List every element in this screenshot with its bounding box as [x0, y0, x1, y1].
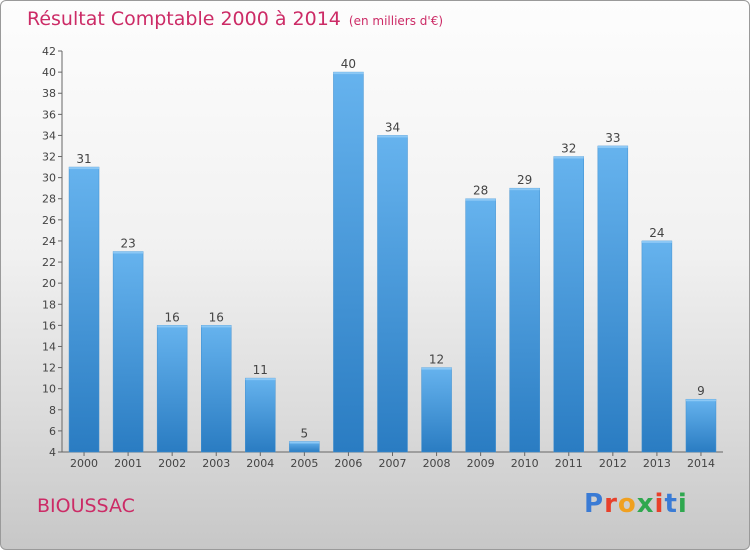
title-text: Résultat Comptable 2000 à 2014 — [27, 8, 341, 30]
logo-letter: i — [654, 489, 665, 519]
y-tick-label: 8 — [49, 404, 56, 417]
bar-highlight — [333, 72, 364, 75]
y-tick-label: 22 — [42, 256, 56, 269]
bar-highlight — [597, 145, 628, 148]
bar-value-label: 16 — [165, 310, 180, 324]
bar-value-label: 34 — [385, 120, 400, 134]
x-tick-label: 2001 — [114, 457, 142, 470]
bar-highlight — [245, 378, 276, 381]
bar-value-label: 5 — [301, 426, 309, 440]
y-tick-label: 4 — [49, 446, 56, 459]
bar-highlight — [509, 188, 540, 191]
logo-letter: i — [677, 489, 688, 519]
y-tick-label: 6 — [49, 425, 56, 438]
y-tick-label: 26 — [42, 214, 56, 227]
logo-letter: r — [604, 489, 618, 519]
y-tick-label: 42 — [42, 45, 56, 58]
x-tick-label: 2005 — [290, 457, 318, 470]
bar-highlight — [685, 399, 716, 402]
bar — [685, 398, 717, 453]
bar — [201, 325, 232, 453]
bar-value-label: 24 — [649, 226, 664, 240]
bar-highlight — [157, 325, 188, 328]
bar — [465, 198, 496, 453]
bar-highlight — [289, 441, 320, 444]
y-tick-label: 24 — [42, 235, 56, 248]
x-tick-label: 2013 — [643, 457, 671, 470]
x-tick-label: 2002 — [158, 457, 186, 470]
x-tick-label: 2004 — [246, 457, 274, 470]
y-tick-label: 12 — [42, 362, 56, 375]
bar — [641, 240, 673, 453]
proxiti-logo: Proxiti — [584, 489, 688, 519]
bar — [333, 71, 364, 453]
bar-value-label: 12 — [429, 353, 444, 367]
y-tick-label: 40 — [42, 66, 56, 79]
logo-letter: o — [617, 489, 637, 519]
logo-letter: x — [636, 489, 655, 519]
y-tick-label: 32 — [42, 151, 56, 164]
y-tick-label: 30 — [42, 172, 56, 185]
bar — [421, 367, 452, 453]
bar — [377, 135, 408, 453]
x-tick-label: 2014 — [687, 457, 715, 470]
bar-value-label: 11 — [253, 363, 268, 377]
city-name: BIOUSSAC — [37, 495, 135, 517]
y-tick-label: 20 — [42, 277, 56, 290]
y-tick-label: 34 — [42, 129, 56, 142]
bar-value-label: 40 — [341, 57, 356, 71]
bar-highlight — [69, 167, 100, 170]
bar-highlight — [641, 240, 672, 243]
bar — [245, 377, 276, 453]
bar — [156, 325, 188, 453]
x-tick-label: 2008 — [423, 457, 451, 470]
bar — [112, 251, 144, 453]
x-tick-label: 2007 — [379, 457, 407, 470]
y-tick-label: 18 — [42, 298, 56, 311]
y-tick-label: 14 — [42, 340, 56, 353]
x-tick-label: 2011 — [555, 457, 583, 470]
bar-value-label: 23 — [120, 237, 135, 251]
y-tick-label: 10 — [42, 383, 56, 396]
bar-highlight — [465, 198, 496, 201]
bar — [597, 145, 629, 453]
x-tick-label: 2000 — [70, 457, 98, 470]
bar — [553, 156, 584, 453]
bar-value-label: 9 — [697, 384, 705, 398]
bar-value-label: 29 — [517, 173, 532, 187]
y-tick-label: 28 — [42, 193, 56, 206]
bar-highlight — [421, 367, 452, 370]
bar-highlight — [553, 156, 584, 159]
x-tick-label: 2010 — [511, 457, 539, 470]
bar-value-label: 31 — [76, 152, 91, 166]
chart-subtitle: (en milliers d'€) — [348, 14, 444, 28]
logo-letter: t — [664, 489, 678, 519]
x-tick-label: 2009 — [467, 457, 495, 470]
bar-value-label: 32 — [561, 142, 576, 156]
x-tick-label: 2006 — [334, 457, 362, 470]
y-tick-label: 38 — [42, 87, 56, 100]
bar-value-label: 16 — [209, 310, 224, 324]
bar-highlight — [113, 251, 144, 254]
y-tick-label: 36 — [42, 108, 56, 121]
bar — [68, 166, 100, 453]
bar-highlight — [377, 135, 408, 138]
x-tick-label: 2012 — [599, 457, 627, 470]
chart-title: Résultat Comptable 2000 à 2014 (en millie… — [27, 8, 443, 30]
bar-highlight — [201, 325, 232, 328]
bar — [509, 187, 540, 453]
bar-value-label: 33 — [605, 131, 620, 145]
logo-letter: P — [584, 489, 605, 519]
y-tick-label: 16 — [42, 319, 56, 332]
x-tick-label: 2003 — [202, 457, 230, 470]
bar-value-label: 28 — [473, 184, 488, 198]
